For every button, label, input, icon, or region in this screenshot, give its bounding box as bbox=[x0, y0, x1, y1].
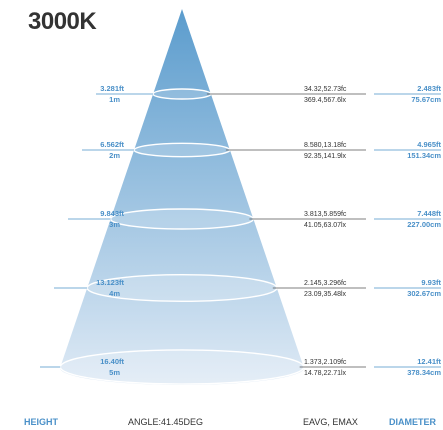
illuminance-lx-label: 14.78,22.71lx bbox=[304, 370, 347, 377]
diameter-ft-label: 7.448ft bbox=[417, 209, 441, 218]
illuminance-fc-label: 1.373,2.109fc bbox=[304, 359, 347, 366]
diameter-cm-label: 151.34cm bbox=[407, 151, 441, 160]
diameter-cm-label: 227.00cm bbox=[407, 220, 441, 229]
illuminance-lx-label: 41.05,63.07lx bbox=[304, 222, 347, 229]
beam-cone bbox=[60, 9, 304, 385]
height-ft-label: 13.123ft bbox=[96, 278, 124, 287]
diameter-ft-label: 2.483ft bbox=[417, 84, 441, 93]
height-m-label: 5m bbox=[109, 368, 120, 377]
height-ft-label: 16.40ft bbox=[100, 357, 124, 366]
illuminance-lx-label: 369.4,567.6lx bbox=[304, 97, 347, 104]
height-ft-label: 6.562ft bbox=[100, 140, 124, 149]
illuminance-lx-label: 92.35,141.9lx bbox=[304, 153, 347, 160]
diameter-cm-label: 302.67cm bbox=[407, 289, 441, 298]
height-m-label: 4m bbox=[109, 289, 120, 298]
footer-diameter-label: DIAMETER bbox=[389, 417, 436, 427]
beam-section-ellipse bbox=[59, 349, 305, 385]
diameter-cm-label: 75.67cm bbox=[411, 95, 441, 104]
height-ft-label: 9.843ft bbox=[100, 209, 124, 218]
diameter-ft-label: 9.93ft bbox=[421, 278, 441, 287]
illuminance-fc-label: 2.145,3.296fc bbox=[304, 280, 347, 287]
diameter-ft-label: 4.965ft bbox=[417, 140, 441, 149]
footer-angle-label: ANGLE:41.45DEG bbox=[128, 417, 204, 427]
beam-section-ellipse bbox=[109, 208, 255, 230]
beam-section-ellipse bbox=[152, 88, 212, 100]
illuminance-fc-label: 34.32,52.73fc bbox=[304, 86, 347, 93]
height-m-label: 3m bbox=[109, 220, 120, 229]
footer-height-label: HEIGHT bbox=[24, 417, 59, 427]
diameter-cm-label: 378.34cm bbox=[407, 368, 441, 377]
beam-section-ellipse bbox=[133, 142, 231, 158]
color-temperature-title: 3000K bbox=[28, 8, 97, 35]
illuminance-fc-label: 3.813,5.859fc bbox=[304, 211, 347, 218]
illuminance-lx-label: 23.09,35.48lx bbox=[304, 291, 347, 298]
footer-eavg-label: EAVG, EMAX bbox=[303, 417, 358, 427]
illuminance-fc-label: 8.580,13.18fc bbox=[304, 142, 347, 149]
height-m-label: 1m bbox=[109, 95, 120, 104]
height-m-label: 2m bbox=[109, 151, 120, 160]
height-ft-label: 3.281ft bbox=[100, 84, 124, 93]
diameter-ft-label: 12.41ft bbox=[417, 357, 441, 366]
